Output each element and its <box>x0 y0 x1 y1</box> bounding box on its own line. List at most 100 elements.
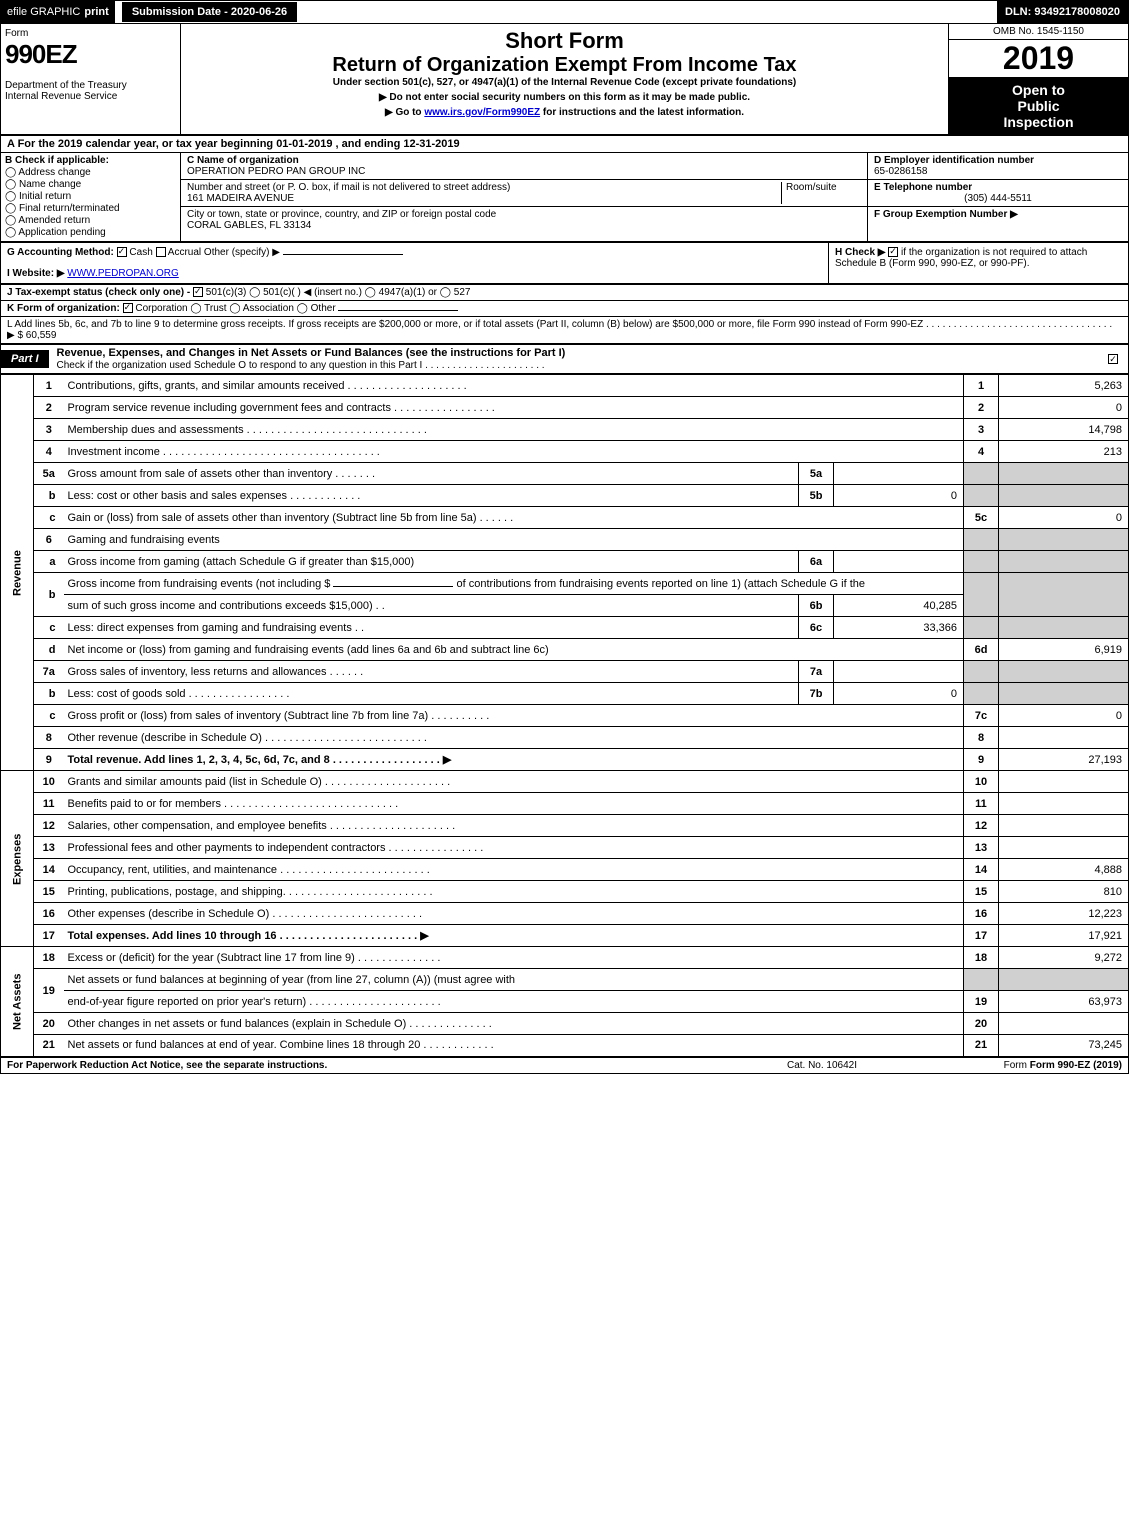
l6a-mn: 6a <box>799 551 834 573</box>
l2-desc: Program service revenue including govern… <box>64 397 964 419</box>
l11-amt <box>999 793 1129 815</box>
l5a-desc: Gross amount from sale of assets other t… <box>64 463 799 485</box>
dln-label: DLN: 93492178008020 <box>997 1 1128 23</box>
l18-amt: 9,272 <box>999 947 1129 969</box>
l17-desc: Total expenses. Add lines 10 through 16 … <box>64 925 964 947</box>
title-short-form: Short Form <box>191 28 938 54</box>
dept-irs: Internal Revenue Service <box>5 91 176 102</box>
k-corp[interactable] <box>123 303 133 313</box>
c-name-label: C Name of organization <box>187 155 299 166</box>
part1-table: Revenue 1 Contributions, gifts, grants, … <box>0 374 1129 1058</box>
l11-desc: Benefits paid to or for members . . . . … <box>64 793 964 815</box>
h-label: H Check ▶ <box>835 247 885 258</box>
l5a-mv <box>834 463 964 485</box>
l6a-amt <box>999 551 1129 573</box>
header-center: Short Form Return of Organization Exempt… <box>181 24 948 134</box>
title-return: Return of Organization Exempt From Incom… <box>191 54 938 77</box>
l17-num: 17 <box>34 925 64 947</box>
b-pending[interactable]: ◯ Application pending <box>5 227 176 238</box>
part1-check-text: Check if the organization used Schedule … <box>57 360 545 371</box>
c-street-row: Number and street (or P. O. box, if mail… <box>181 180 867 207</box>
l2-rn: 2 <box>964 397 999 419</box>
arrow-goto: ▶ Go to www.irs.gov/Form990EZ for instru… <box>191 107 938 118</box>
line-a-taxyear: A For the 2019 calendar year, or tax yea… <box>0 136 1129 153</box>
tel-value: (305) 444-5511 <box>874 193 1122 204</box>
l7c-desc: Gross profit or (loss) from sales of inv… <box>64 705 964 727</box>
print-link[interactable]: print <box>84 6 108 18</box>
form-number: 990EZ <box>5 39 176 70</box>
l17-rn: 17 <box>964 925 999 947</box>
org-city: CORAL GABLES, FL 33134 <box>187 220 311 231</box>
open-l3: Inspection <box>951 114 1126 130</box>
l16-rn: 16 <box>964 903 999 925</box>
l5b-mn: 5b <box>799 485 834 507</box>
l3-rn: 3 <box>964 419 999 441</box>
l4-num: 4 <box>34 441 64 463</box>
l18-desc: Excess or (deficit) for the year (Subtra… <box>64 947 964 969</box>
irs-link[interactable]: www.irs.gov/Form990EZ <box>424 107 540 118</box>
l8-rn: 8 <box>964 727 999 749</box>
l1-amt: 5,263 <box>999 375 1129 397</box>
l5c-num: c <box>34 507 64 529</box>
l9-rn: 9 <box>964 749 999 771</box>
efile-label: efile GRAPHIC print <box>1 1 115 23</box>
revenue-sidebar: Revenue <box>1 375 34 771</box>
b-initial[interactable]: ◯ Initial return <box>5 191 176 202</box>
l15-num: 15 <box>34 881 64 903</box>
l15-desc: Printing, publications, postage, and shi… <box>64 881 964 903</box>
h-check[interactable] <box>888 247 898 257</box>
g-block: G Accounting Method: Cash Accrual Other … <box>1 243 828 283</box>
info-block: B Check if applicable: ◯ Address change … <box>0 153 1129 243</box>
j-line: J Tax-exempt status (check only one) - 5… <box>0 285 1129 301</box>
goto-post: for instructions and the latest informat… <box>543 107 744 118</box>
l6b-blank[interactable] <box>333 586 453 587</box>
l7c-amt: 0 <box>999 705 1129 727</box>
f-group: F Group Exemption Number ▶ <box>868 207 1128 222</box>
l5c-amt: 0 <box>999 507 1129 529</box>
l4-amt: 213 <box>999 441 1129 463</box>
k-other-input[interactable] <box>338 310 458 311</box>
b-addr-change[interactable]: ◯ Address change <box>5 167 176 178</box>
b-final[interactable]: ◯ Final return/terminated <box>5 203 176 214</box>
g-cash-check[interactable] <box>117 247 127 257</box>
j-501c3[interactable] <box>193 287 203 297</box>
l6b-num: b <box>34 573 64 617</box>
l6a-desc: Gross income from gaming (attach Schedul… <box>64 551 799 573</box>
col-def: D Employer identification number 65-0286… <box>868 153 1128 241</box>
part1-header: Part I Revenue, Expenses, and Changes in… <box>0 345 1129 374</box>
h-block: H Check ▶ if the organization is not req… <box>828 243 1128 283</box>
l5a-num: 5a <box>34 463 64 485</box>
i-label: I Website: ▶ <box>7 268 65 279</box>
l7c-rn: 7c <box>964 705 999 727</box>
l19-amt: 63,973 <box>999 991 1129 1013</box>
b-amended[interactable]: ◯ Amended return <box>5 215 176 226</box>
website-link[interactable]: WWW.PEDROPAN.ORG <box>67 268 178 279</box>
g-other: Other (specify) ▶ <box>204 247 280 258</box>
g-h-block: G Accounting Method: Cash Accrual Other … <box>0 243 1129 285</box>
l6d-amt: 6,919 <box>999 639 1129 661</box>
j-label: J Tax-exempt status (check only one) - <box>7 287 190 298</box>
expenses-sidebar: Expenses <box>1 771 34 947</box>
c-city-row: City or town, state or province, country… <box>181 207 867 233</box>
part1-checkbox[interactable] <box>1098 353 1128 365</box>
g-other-input[interactable] <box>283 254 403 255</box>
l10-num: 10 <box>34 771 64 793</box>
l6b-mv: 40,285 <box>834 595 964 617</box>
topbar-spacer <box>298 1 997 23</box>
l13-amt <box>999 837 1129 859</box>
top-bar: efile GRAPHIC print Submission Date - 20… <box>0 0 1129 24</box>
l17-amt: 17,921 <box>999 925 1129 947</box>
g-accrual-check[interactable] <box>156 247 166 257</box>
l13-num: 13 <box>34 837 64 859</box>
l7b-desc: Less: cost of goods sold . . . . . . . .… <box>64 683 799 705</box>
l10-rn: 10 <box>964 771 999 793</box>
arrow-ssn: ▶ Do not enter social security numbers o… <box>191 92 938 103</box>
l14-rn: 14 <box>964 859 999 881</box>
l7a-mv <box>834 661 964 683</box>
l5c-desc: Gain or (loss) from sale of assets other… <box>64 507 964 529</box>
b-name-change[interactable]: ◯ Name change <box>5 179 176 190</box>
l1-desc: Contributions, gifts, grants, and simila… <box>64 375 964 397</box>
l13-rn: 13 <box>964 837 999 859</box>
submission-date: Submission Date - 2020-06-26 <box>121 1 298 23</box>
f-group-label: F Group Exemption Number ▶ <box>874 209 1018 220</box>
